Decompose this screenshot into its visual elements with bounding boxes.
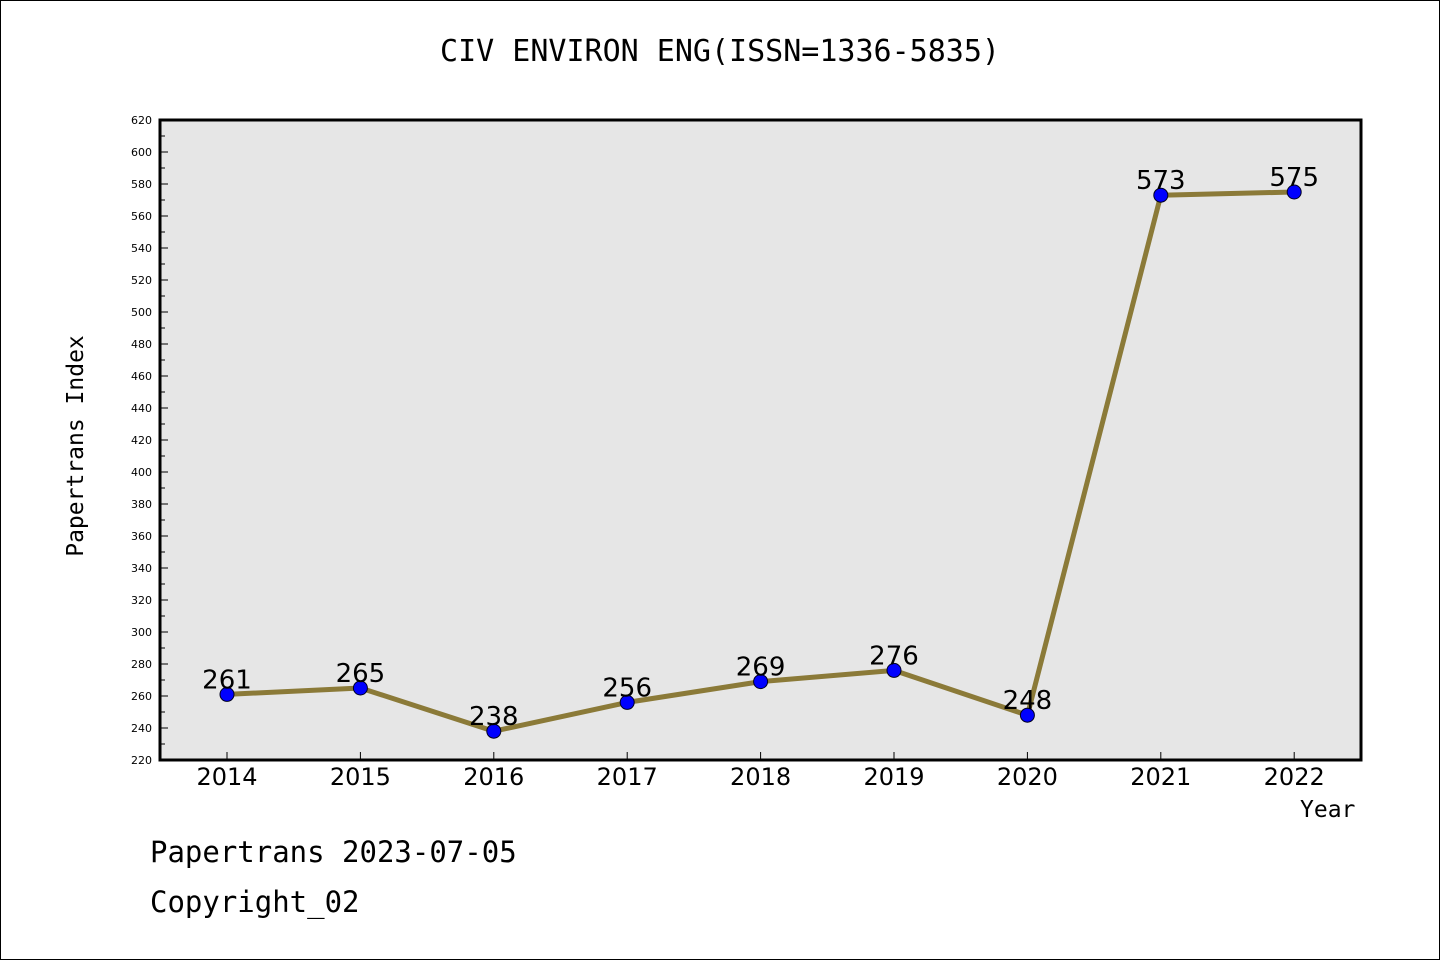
data-point <box>1019 707 1035 723</box>
y-axis-title: Papertrans Index <box>63 335 89 557</box>
y-tick-label: 220 <box>131 754 152 767</box>
x-tick-label: 2016 <box>463 763 524 791</box>
y-tick-label: 540 <box>131 242 152 255</box>
y-tick-label: 520 <box>131 274 152 287</box>
y-tick-label: 340 <box>131 562 152 575</box>
data-point <box>219 686 235 702</box>
data-point <box>1286 184 1302 200</box>
y-tick-label: 300 <box>131 626 152 639</box>
data-point <box>486 723 502 739</box>
y-tick-label: 500 <box>131 306 152 319</box>
y-tick-label: 580 <box>131 178 152 191</box>
data-label: 261 <box>202 665 252 695</box>
y-tick-label: 380 <box>131 498 152 511</box>
data-label: 269 <box>736 653 786 683</box>
y-tick-label: 620 <box>131 114 152 127</box>
data-point <box>619 694 635 710</box>
x-axis-title: Year <box>1300 797 1356 823</box>
series-layer <box>219 184 1302 739</box>
footer-copyright: Copyright_02 <box>150 885 360 919</box>
y-axis: 220 240 260 280 300 320 340 360 380 400 420 440 460 4… <box>131 114 168 767</box>
y-tick-label: 320 <box>131 594 152 607</box>
x-tick-label: 2017 <box>597 763 658 791</box>
data-label: 238 <box>469 702 519 732</box>
x-tick-label: 2022 <box>1264 763 1325 791</box>
y-tick-label: 480 <box>131 338 152 351</box>
footer-date: Papertrans 2023-07-05 <box>150 835 517 869</box>
y-tick-label: 240 <box>131 722 152 735</box>
data-label: 575 <box>1269 163 1319 193</box>
x-tick-label: 2019 <box>863 763 924 791</box>
y-tick-label: 560 <box>131 210 152 223</box>
data-label: 256 <box>602 673 652 703</box>
data-point <box>352 680 368 696</box>
data-point <box>1153 187 1169 203</box>
y-tick-label: 600 <box>131 146 152 159</box>
x-tick-label: 2021 <box>1130 763 1191 791</box>
x-tick-label: 2020 <box>997 763 1058 791</box>
y-tick-label: 440 <box>131 402 152 415</box>
data-point <box>753 674 769 690</box>
x-tick-label: 2014 <box>196 763 257 791</box>
x-tick-label: 2018 <box>730 763 791 791</box>
y-tick-label: 280 <box>131 658 152 671</box>
y-tick-label: 460 <box>131 370 152 383</box>
data-point <box>886 662 902 678</box>
y-tick-label: 400 <box>131 466 152 479</box>
data-label: 248 <box>1003 686 1053 716</box>
y-tick-label: 260 <box>131 690 152 703</box>
chart-title: CIV ENVIRON ENG(ISSN=1336-5835) <box>440 34 1000 69</box>
x-axis: 2014 2015 2016 2017 2018 2019 2020 2021 2022 <box>196 752 1325 791</box>
y-tick-label: 360 <box>131 530 152 543</box>
x-tick-label: 2015 <box>330 763 391 791</box>
data-label: 265 <box>336 659 386 689</box>
data-labels: 261 265 238 256 269 276 248 573 575 <box>202 163 1319 732</box>
y-tick-label: 420 <box>131 434 152 447</box>
plot-area <box>158 118 1363 762</box>
data-label: 573 <box>1136 166 1186 196</box>
data-label: 276 <box>869 641 919 671</box>
